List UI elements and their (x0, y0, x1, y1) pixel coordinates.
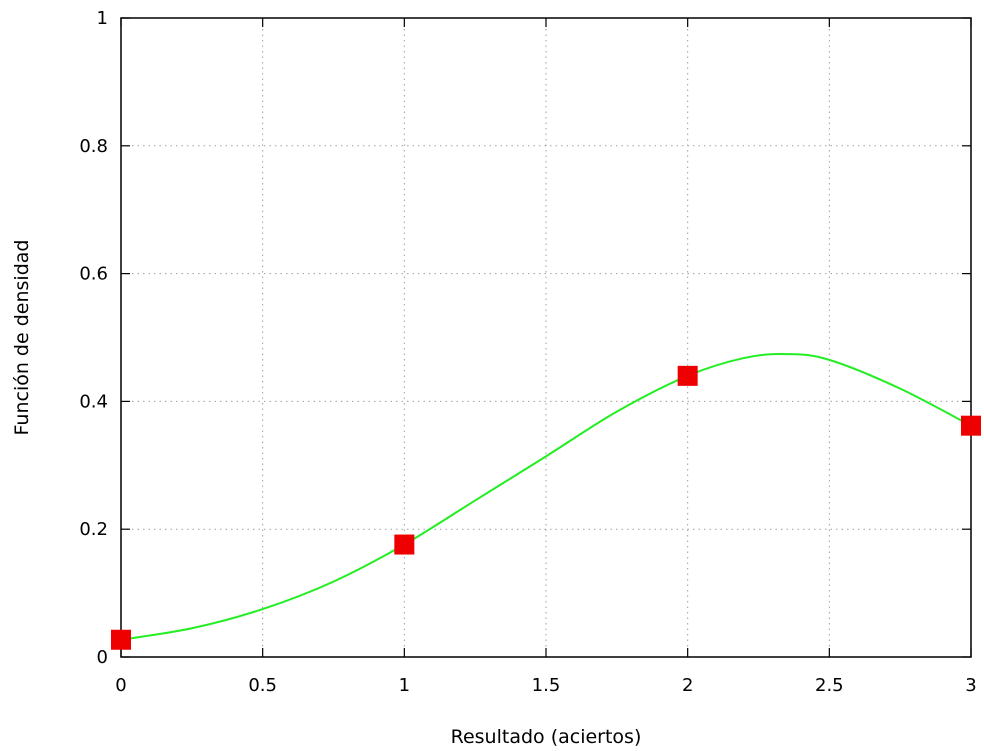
y-tick-label: 0.4 (79, 391, 108, 412)
y-tick-label: 0 (97, 647, 108, 668)
x-tick-label: 2.5 (815, 675, 844, 696)
grid (121, 18, 971, 657)
x-tick-label: 3 (965, 675, 976, 696)
density-curve (120, 353, 972, 641)
y-tick-label: 0.2 (79, 519, 108, 540)
x-axis-title: Resultado (aciertos) (451, 726, 642, 748)
data-point-marker (677, 365, 698, 386)
y-tick-label: 0.6 (79, 264, 108, 285)
y-tick-labels: 0 0.2 0.4 0.6 0.8 1 (79, 8, 108, 668)
y-axis-title: Función de densidad (11, 240, 33, 436)
x-tick-label: 1.5 (532, 675, 561, 696)
y-tick-label: 0.8 (79, 136, 108, 157)
x-tick-label: 0.5 (248, 675, 277, 696)
data-point-marker (394, 534, 415, 555)
x-tick-label: 2 (682, 675, 693, 696)
data-point-marker (111, 629, 131, 650)
x-tick-labels: 0 0.5 1 1.5 2 2.5 3 (115, 675, 976, 696)
data-point-marker (961, 415, 981, 436)
series (111, 353, 981, 650)
y-tick-label: 1 (97, 8, 108, 29)
x-tick-label: 1 (399, 675, 410, 696)
x-tick-label: 0 (115, 675, 126, 696)
